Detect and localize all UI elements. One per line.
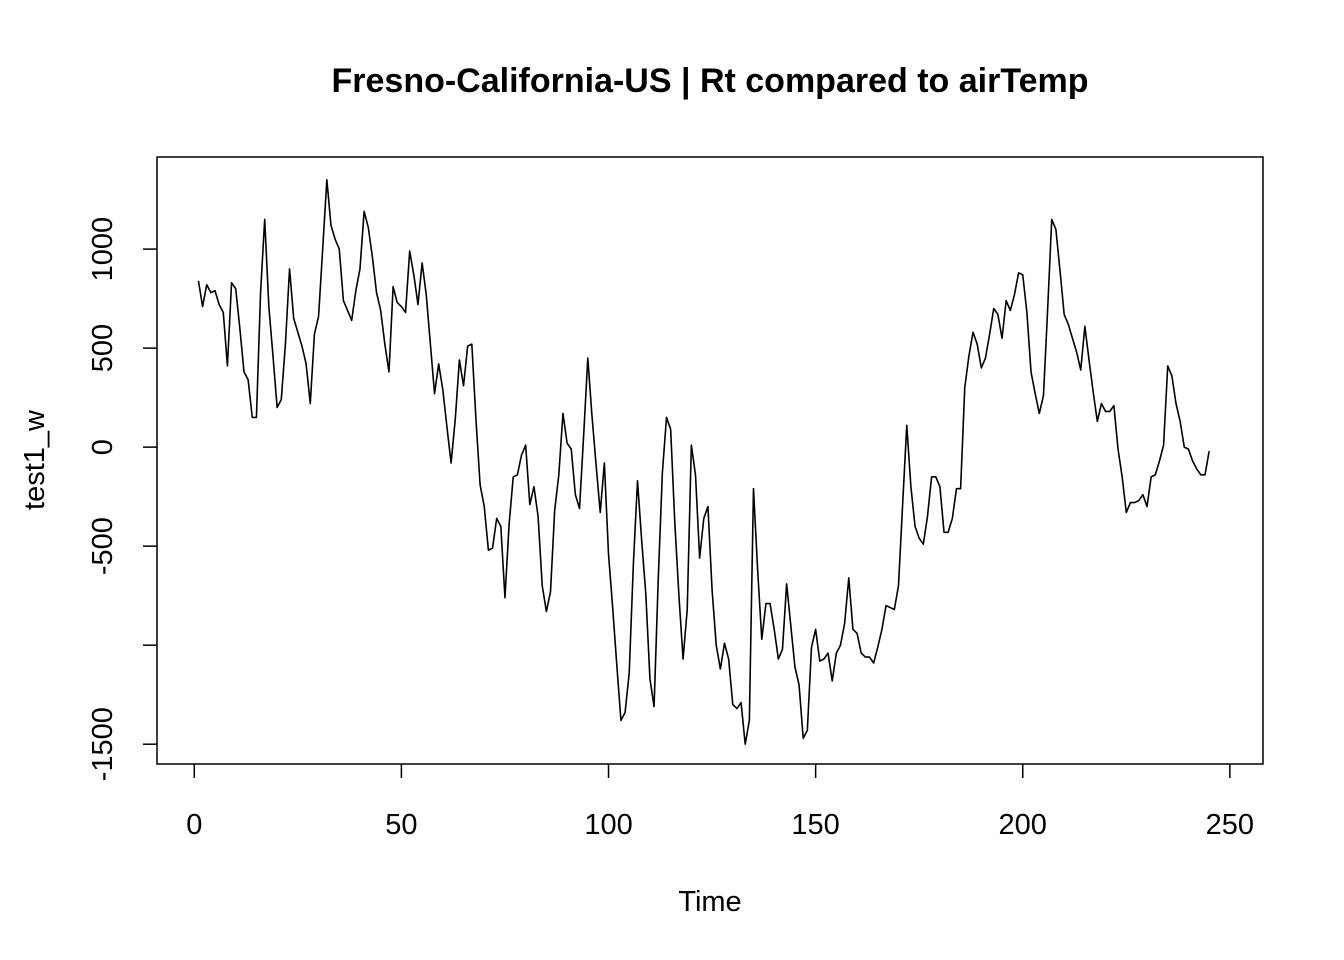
- y-tick-label: -500: [87, 517, 119, 575]
- data-line: [197, 178, 1210, 746]
- plot-frame: [156, 156, 1264, 765]
- x-tick-label: 100: [584, 809, 632, 841]
- y-tick-label: 500: [87, 324, 119, 372]
- x-tick-label: 50: [385, 809, 417, 841]
- x-axis-label: Time: [678, 886, 741, 918]
- y-axis: -1500 -500 0 500 1000: [87, 217, 157, 781]
- x-tick-label: 250: [1206, 809, 1254, 841]
- x-axis: 0 50 100 150 200 250: [186, 764, 1254, 841]
- y-axis-label: test1_w: [19, 409, 51, 510]
- y-tick-label: 0: [87, 439, 119, 455]
- chart-title: Fresno-California-US | Rt compared to ai…: [332, 62, 1089, 100]
- y-tick-label: -1500: [87, 707, 119, 781]
- x-tick-label: 150: [791, 809, 839, 841]
- x-tick-label: 200: [999, 809, 1047, 841]
- x-tick-label: 0: [186, 809, 202, 841]
- y-tick-label: 1000: [87, 217, 119, 282]
